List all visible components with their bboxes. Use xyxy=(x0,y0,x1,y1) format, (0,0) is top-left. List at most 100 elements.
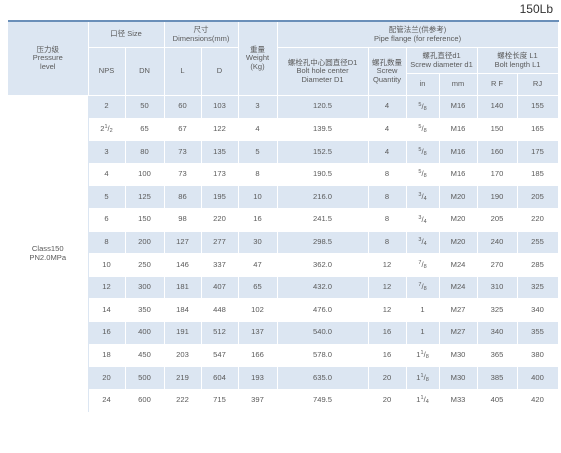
cell-nps: 2 xyxy=(88,95,126,119)
cell-weight: 166 xyxy=(238,344,278,368)
pressure-class: Class150 PN2.0MPa xyxy=(8,95,89,412)
cell-bolt-rf: 150 xyxy=(477,118,518,142)
header-rf: R F xyxy=(477,73,518,96)
cell-dn: 450 xyxy=(125,344,165,368)
cell-screw-mm: M30 xyxy=(439,366,478,390)
cell-bolt-rf: 170 xyxy=(477,163,518,187)
cell-nps: 4 xyxy=(88,163,126,187)
cell-bolt-rj: 380 xyxy=(517,344,559,368)
cell-screw-quantity: 20 xyxy=(368,389,407,413)
cell-screw-in: 1 xyxy=(406,298,440,322)
cell-nps: 24 xyxy=(88,389,126,413)
cell-screw-in: 5/8 xyxy=(406,95,440,119)
header-dimensions: 尺寸 Dimensions(mm) xyxy=(164,20,239,48)
cell-screw-mm: M16 xyxy=(439,163,478,187)
cell-bolt-hole-diameter: 216.0 xyxy=(277,185,369,209)
cell-d: 277 xyxy=(201,231,239,255)
cell-d: 512 xyxy=(201,321,239,345)
cell-d: 220 xyxy=(201,208,239,232)
cell-screw-mm: M16 xyxy=(439,95,478,119)
cell-bolt-rj: 340 xyxy=(517,298,559,322)
cell-screw-in: 3/4 xyxy=(406,185,440,209)
cell-bolt-rf: 140 xyxy=(477,95,518,119)
cell-l: 98 xyxy=(164,208,202,232)
header-l: L xyxy=(164,47,202,96)
cell-dn: 350 xyxy=(125,298,165,322)
cell-screw-in: 11/4 xyxy=(406,389,440,413)
table-row: Class150 PN2.0MPa 2 50 60 103 3 120.5 4 5/8 M16 140… xyxy=(8,95,559,412)
cell-screw-in: 11/8 xyxy=(406,366,440,390)
cell-bolt-hole-diameter: 120.5 xyxy=(277,95,369,119)
cell-screw-mm: M24 xyxy=(439,276,478,300)
cell-dn: 150 xyxy=(125,208,165,232)
cell-screw-quantity: 20 xyxy=(368,366,407,390)
cell-dn: 250 xyxy=(125,253,165,277)
cell-screw-mm: M16 xyxy=(439,118,478,142)
header-pipe-flange: 配管法兰(供参考) Pipe flange (for reference) xyxy=(277,20,559,48)
cell-weight: 16 xyxy=(238,208,278,232)
cell-bolt-rj: 400 xyxy=(517,366,559,390)
cell-screw-in: 5/8 xyxy=(406,163,440,187)
cell-bolt-rj: 220 xyxy=(517,208,559,232)
cell-dn: 400 xyxy=(125,321,165,345)
cell-nps: 21/2 xyxy=(88,118,126,142)
cell-dn: 600 xyxy=(125,389,165,413)
cell-bolt-rf: 310 xyxy=(477,276,518,300)
cell-screw-quantity: 16 xyxy=(368,321,407,345)
cell-screw-mm: M16 xyxy=(439,140,478,164)
header-nps: NPS xyxy=(88,47,126,96)
cell-nps: 6 xyxy=(88,208,126,232)
header-size: 口径 Size xyxy=(88,20,165,48)
cell-screw-quantity: 12 xyxy=(368,298,407,322)
table-row: 10 250 146 337 47 362.0 12 7/8 M24 270 285 xyxy=(8,253,559,277)
cell-l: 67 xyxy=(164,118,202,142)
cell-l: 191 xyxy=(164,321,202,345)
cell-bolt-hole-diameter: 578.0 xyxy=(277,344,369,368)
cell-screw-quantity: 8 xyxy=(368,231,407,255)
cell-weight: 30 xyxy=(238,231,278,255)
table-row: 20 500 219 604 193 635.0 20 11/8 M30 385 400 xyxy=(8,366,559,390)
table-row: 3 80 73 135 5 152.5 4 5/8 M16 160 175 xyxy=(8,140,559,164)
cell-weight: 102 xyxy=(238,298,278,322)
table-row: 16 400 191 512 137 540.0 16 1 M27 340 355 xyxy=(8,321,559,345)
cell-nps: 18 xyxy=(88,344,126,368)
table-row: 14 350 184 448 102 476.0 12 1 M27 325 340 xyxy=(8,298,559,322)
cell-screw-mm: M24 xyxy=(439,253,478,277)
cell-l: 60 xyxy=(164,95,202,119)
cell-bolt-hole-diameter: 139.5 xyxy=(277,118,369,142)
cell-dn: 50 xyxy=(125,95,165,119)
cell-screw-in: 5/8 xyxy=(406,118,440,142)
cell-weight: 3 xyxy=(238,95,278,119)
cell-nps: 12 xyxy=(88,276,126,300)
cell-d: 195 xyxy=(201,185,239,209)
cell-bolt-rf: 385 xyxy=(477,366,518,390)
cell-weight: 4 xyxy=(238,118,278,142)
header-screw-quantity: 螺孔数量 Screw Quantity xyxy=(368,47,407,96)
cell-l: 86 xyxy=(164,185,202,209)
cell-weight: 5 xyxy=(238,140,278,164)
cell-screw-in: 5/8 xyxy=(406,140,440,164)
table-row: 18 450 203 547 166 578.0 16 11/8 M30 365 380 xyxy=(8,344,559,368)
spec-table: 压力级 Pressure level 口径 Size 尺寸 Dimensions… xyxy=(8,20,559,413)
cell-screw-mm: M27 xyxy=(439,321,478,345)
cell-screw-in: 1 xyxy=(406,321,440,345)
table-row: 5 125 86 195 10 216.0 8 3/4 M20 190 205 xyxy=(8,185,559,209)
cell-bolt-rf: 190 xyxy=(477,185,518,209)
cell-screw-mm: M20 xyxy=(439,208,478,232)
table-row: 12 300 181 407 65 432.0 12 7/8 M24 310 325 xyxy=(8,276,559,300)
cell-nps: 14 xyxy=(88,298,126,322)
cell-l: 73 xyxy=(164,163,202,187)
cell-bolt-rj: 325 xyxy=(517,276,559,300)
cell-weight: 10 xyxy=(238,185,278,209)
table-row: 8 200 127 277 30 298.5 8 3/4 M20 240 255 xyxy=(8,231,559,255)
cell-screw-quantity: 8 xyxy=(368,163,407,187)
cell-dn: 100 xyxy=(125,163,165,187)
table-body: Class150 PN2.0MPa 2 50 60 103 3 120.5 4 5/8 M16 140… xyxy=(8,95,559,413)
cell-screw-quantity: 12 xyxy=(368,276,407,300)
header-rj: RJ xyxy=(517,73,559,96)
cell-screw-quantity: 4 xyxy=(368,118,407,142)
cell-bolt-rj: 165 xyxy=(517,118,559,142)
header-d: D xyxy=(201,47,239,96)
header-screw-diameter: 螺孔直径d1 Screw diameter d1 xyxy=(406,47,478,74)
table-row: 6 150 98 220 16 241.5 8 3/4 M20 205 220 xyxy=(8,208,559,232)
